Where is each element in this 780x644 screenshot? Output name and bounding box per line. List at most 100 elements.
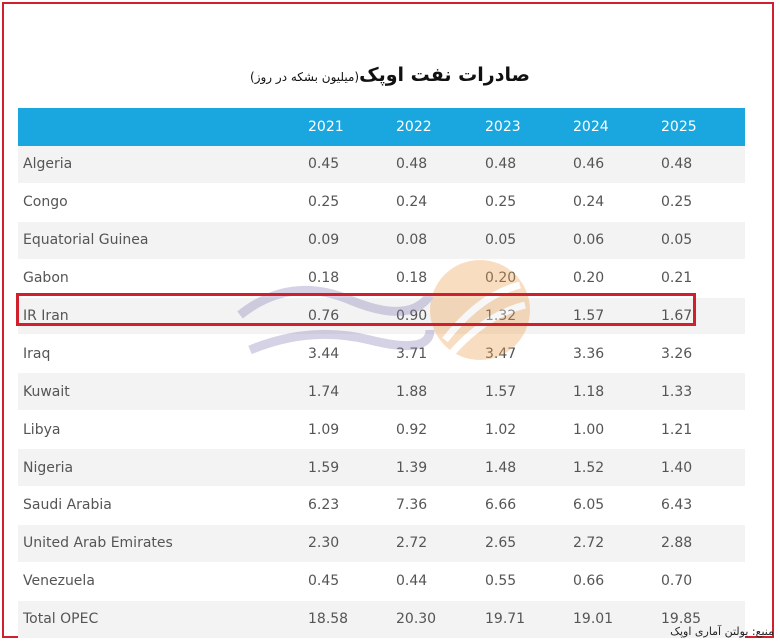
value-cell: 2.30: [308, 535, 340, 552]
value-cell: 2.72: [573, 535, 605, 552]
table-row: Congo 0.25 0.24 0.25 0.24 0.25: [18, 183, 745, 222]
country-cell: IR Iran: [23, 308, 69, 324]
value-cell: 6.05: [573, 497, 605, 514]
value-cell: 0.24: [396, 194, 428, 211]
table-row: Algeria 0.45 0.48 0.48 0.46 0.48: [18, 146, 745, 184]
table-row: IR Iran 0.76 0.90 1.32 1.57 1.67: [18, 297, 745, 336]
value-cell: 19.01: [573, 611, 614, 628]
value-cell: 3.26: [661, 345, 693, 362]
table-row: Total OPEC 18.58 20.30 19.71 19.01 19.85: [18, 600, 745, 639]
country-cell: Total OPEC: [23, 611, 99, 628]
value-cell: 2.88: [661, 535, 693, 552]
value-cell: 1.18: [573, 383, 605, 400]
value-cell: 1.02: [485, 421, 517, 438]
value-cell: 3.47: [485, 345, 517, 362]
value-cell: 1.00: [573, 421, 605, 438]
table-row: Iraq 3.44 3.71 3.47 3.36 3.26: [18, 335, 745, 374]
value-cell: 1.59: [308, 459, 340, 476]
table-row: Equatorial Guinea 0.09 0.08 0.05 0.06 0.05: [18, 221, 745, 260]
table-header-row: 2021 2022 2023 2024 2025: [18, 108, 745, 146]
value-cell: 0.18: [308, 270, 340, 287]
value-cell: 1.67: [661, 308, 693, 324]
country-cell: Kuwait: [23, 383, 70, 400]
value-cell: 1.39: [396, 459, 428, 476]
table-row: Kuwait 1.74 1.88 1.57 1.18 1.33: [18, 373, 745, 412]
column-header-2024: 2024: [573, 119, 609, 135]
table-row: Saudi Arabia 6.23 7.36 6.66 6.05 6.43: [18, 487, 745, 525]
value-cell: 1.52: [573, 459, 605, 476]
value-cell: 0.05: [661, 232, 693, 249]
value-cell: 0.66: [573, 573, 605, 590]
value-cell: 6.23: [308, 497, 340, 514]
value-cell: 0.48: [485, 156, 517, 173]
value-cell: 1.32: [485, 308, 517, 324]
country-cell: Algeria: [23, 156, 73, 173]
value-cell: 2.65: [485, 535, 517, 552]
value-cell: 0.92: [396, 421, 428, 438]
value-cell: 0.18: [396, 270, 428, 287]
data-table: 2021 2022 2023 2024 2025 Algeria 0.45 0.48 0.48…: [18, 108, 745, 639]
value-cell: 0.46: [573, 156, 605, 173]
value-cell: 0.45: [308, 573, 340, 590]
value-cell: 0.48: [661, 156, 693, 173]
value-cell: 0.08: [396, 232, 428, 249]
value-cell: 3.71: [396, 345, 428, 362]
value-cell: 0.76: [308, 308, 340, 324]
table-row: Nigeria 1.59 1.39 1.48 1.52 1.40: [18, 449, 745, 488]
value-cell: 2.72: [396, 535, 428, 552]
value-cell: 0.25: [485, 194, 517, 211]
value-cell: 0.48: [396, 156, 428, 173]
source-note: منبع: بولتن آماری اوپک: [670, 625, 774, 638]
value-cell: 0.25: [308, 194, 340, 211]
value-cell: 0.20: [573, 270, 605, 287]
subtitle-text: (میلیون بشکه در روز): [250, 70, 360, 84]
country-cell: Nigeria: [23, 459, 74, 476]
country-cell: Saudi Arabia: [23, 497, 112, 514]
value-cell: 20.30: [396, 611, 437, 628]
country-cell: United Arab Emirates: [23, 535, 173, 552]
country-cell: Iraq: [23, 345, 51, 362]
value-cell: 1.74: [308, 383, 340, 400]
value-cell: 0.70: [661, 573, 693, 590]
country-cell: Libya: [23, 421, 61, 438]
value-cell: 0.06: [573, 232, 605, 249]
table-row: Venezuela 0.45 0.44 0.55 0.66 0.70: [18, 562, 745, 601]
value-cell: 19.71: [485, 611, 526, 628]
value-cell: 1.21: [661, 421, 693, 438]
value-cell: 0.44: [396, 573, 428, 590]
value-cell: 0.05: [485, 232, 517, 249]
table-row: Gabon 0.18 0.18 0.20 0.20 0.21: [18, 259, 745, 298]
value-cell: 0.45: [308, 156, 340, 173]
value-cell: 7.36: [396, 497, 428, 514]
value-cell: 1.48: [485, 459, 517, 476]
value-cell: 3.44: [308, 345, 340, 362]
value-cell: 1.40: [661, 459, 693, 476]
column-header-2023: 2023: [485, 119, 521, 135]
value-cell: 6.43: [661, 497, 693, 514]
value-cell: 0.21: [661, 270, 693, 287]
value-cell: 1.57: [485, 383, 517, 400]
value-cell: 19.85: [661, 611, 702, 628]
value-cell: 0.90: [396, 308, 428, 324]
title-text: صادرات نفت اوپک: [359, 64, 530, 86]
value-cell: 1.88: [396, 383, 428, 400]
column-header-2021: 2021: [308, 119, 344, 135]
value-cell: 1.57: [573, 308, 605, 324]
value-cell: 0.55: [485, 573, 517, 590]
country-cell: Congo: [23, 194, 68, 211]
value-cell: 1.33: [661, 383, 693, 400]
table-title: صادرات نفت اوپک(میلیون بشکه در روز): [0, 64, 780, 86]
value-cell: 1.09: [308, 421, 340, 438]
value-cell: 0.20: [485, 270, 517, 287]
country-cell: Equatorial Guinea: [23, 232, 149, 249]
value-cell: 0.09: [308, 232, 340, 249]
value-cell: 3.36: [573, 345, 605, 362]
table-row: Libya 1.09 0.92 1.02 1.00 1.21: [18, 411, 745, 450]
table-row: United Arab Emirates 2.30 2.72 2.65 2.72 2.88: [18, 524, 745, 563]
column-header-2025: 2025: [661, 119, 697, 135]
country-cell: Gabon: [23, 270, 69, 287]
column-header-2022: 2022: [396, 119, 432, 135]
value-cell: 0.25: [661, 194, 693, 211]
value-cell: 0.24: [573, 194, 605, 211]
value-cell: 6.66: [485, 497, 517, 514]
